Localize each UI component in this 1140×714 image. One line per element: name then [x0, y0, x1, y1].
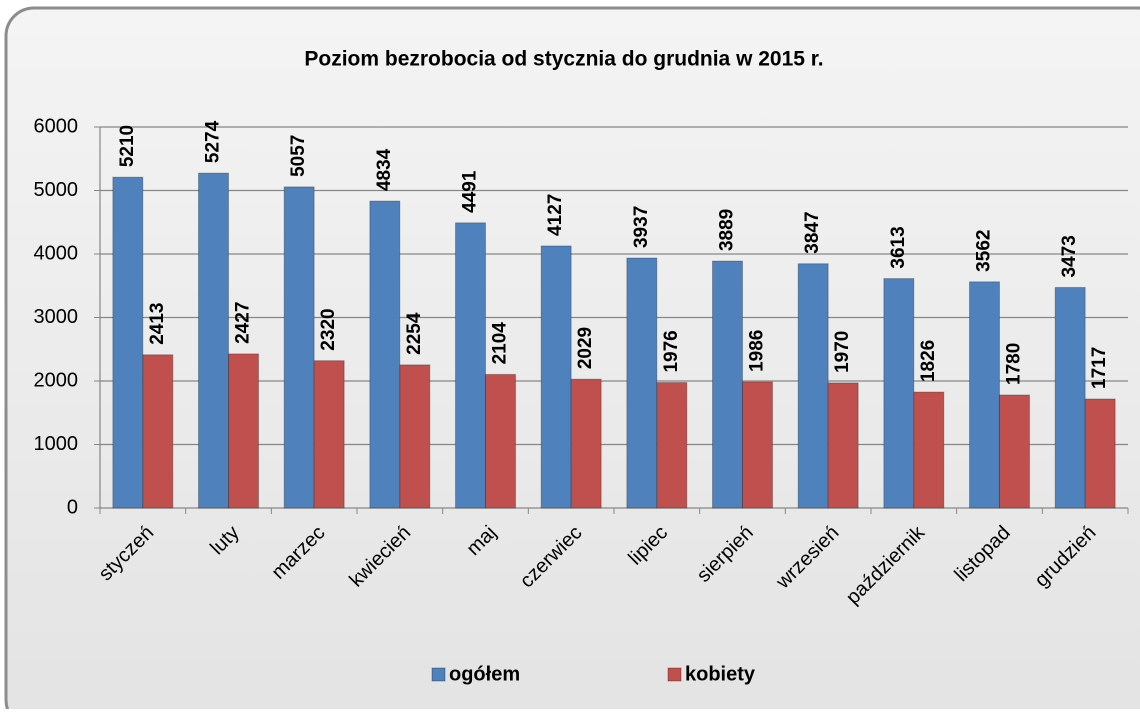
bar — [883, 278, 915, 509]
value-label: 3562 — [974, 230, 995, 272]
y-tick-label: 6000 — [34, 115, 79, 137]
chart-panel — [4, 6, 1140, 714]
y-tick-label: 4000 — [34, 242, 79, 264]
bar — [1054, 286, 1086, 509]
y-tick-label: 2000 — [34, 369, 79, 391]
value-label: 1826 — [918, 340, 939, 382]
legend-label: kobiety — [685, 663, 756, 685]
bar — [656, 382, 688, 509]
value-label: 3473 — [1059, 235, 1080, 277]
bar — [198, 172, 229, 509]
bar — [228, 353, 259, 509]
chart-title: Poziom bezrobocia od stycznia do grudnia… — [304, 48, 823, 71]
bar — [626, 257, 658, 509]
value-label: 2413 — [147, 302, 168, 344]
value-label: 1970 — [832, 331, 853, 373]
value-label: 2029 — [575, 327, 596, 369]
value-label: 1717 — [1089, 347, 1110, 389]
value-label: 3613 — [888, 226, 909, 268]
legend-swatch — [431, 667, 446, 682]
value-label: 4127 — [545, 194, 566, 236]
y-tick-label: 1000 — [34, 433, 79, 455]
bar — [540, 245, 572, 509]
value-label: 2104 — [490, 322, 511, 365]
bar — [797, 263, 829, 509]
value-label: 3889 — [717, 209, 738, 251]
bar — [827, 382, 859, 509]
bar — [142, 354, 174, 509]
value-label: 4834 — [374, 148, 395, 191]
legend-label: ogółem — [449, 663, 520, 685]
value-label: 2427 — [233, 302, 254, 344]
bar — [313, 360, 345, 509]
y-tick-label: 3000 — [34, 306, 79, 328]
legend-swatch — [667, 667, 682, 682]
bar — [399, 364, 431, 509]
value-label: 5274 — [203, 120, 224, 163]
value-label: 5057 — [288, 135, 309, 177]
bar — [369, 200, 401, 509]
bar — [485, 373, 516, 509]
bar — [969, 281, 1000, 509]
value-label: 3847 — [802, 211, 823, 253]
value-label: 3937 — [631, 206, 652, 248]
bar — [455, 222, 486, 509]
bar — [742, 381, 773, 509]
bar — [570, 378, 602, 509]
y-tick-label: 0 — [67, 496, 78, 518]
value-label: 5210 — [117, 125, 138, 167]
value-label: 1780 — [1004, 343, 1025, 385]
bar — [1084, 398, 1116, 509]
bar — [913, 391, 945, 509]
y-tick-label: 5000 — [34, 179, 79, 201]
bar — [999, 394, 1030, 509]
value-label: 4491 — [460, 170, 481, 213]
value-label: 2320 — [318, 308, 339, 350]
value-label: 1986 — [747, 330, 768, 372]
bar — [712, 260, 743, 509]
bar — [283, 186, 315, 509]
value-label: 1976 — [661, 330, 682, 372]
value-label: 2254 — [404, 312, 425, 355]
bar — [112, 176, 144, 509]
